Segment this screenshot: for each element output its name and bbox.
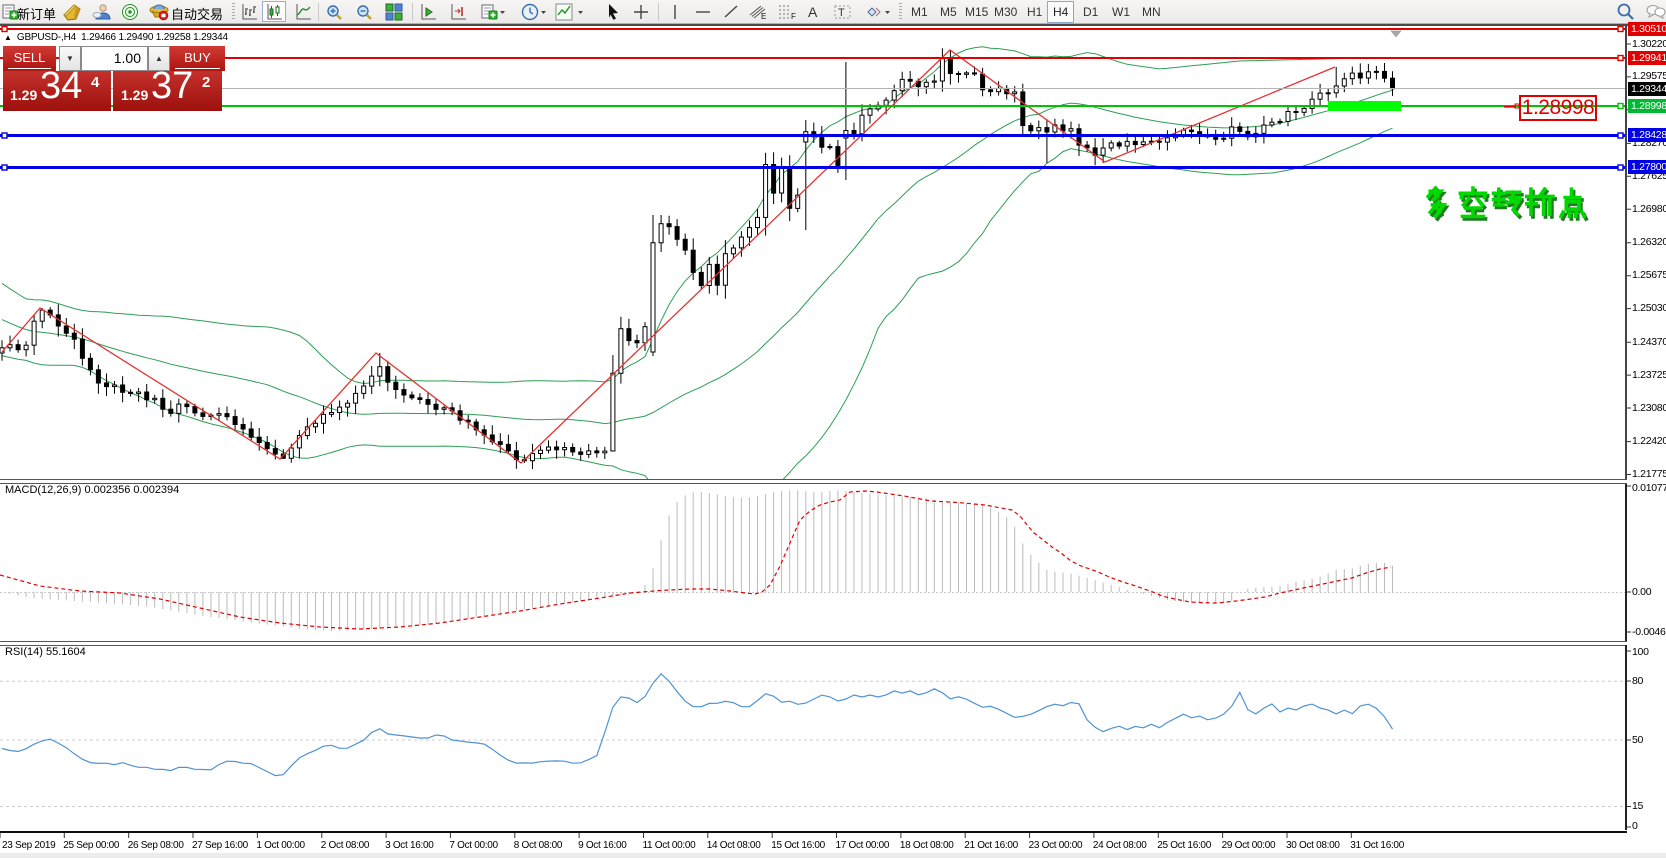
svg-text:E: E (761, 12, 766, 21)
svg-text:A: A (808, 4, 818, 20)
svg-text:T: T (838, 7, 845, 19)
svg-text:F: F (791, 12, 796, 21)
